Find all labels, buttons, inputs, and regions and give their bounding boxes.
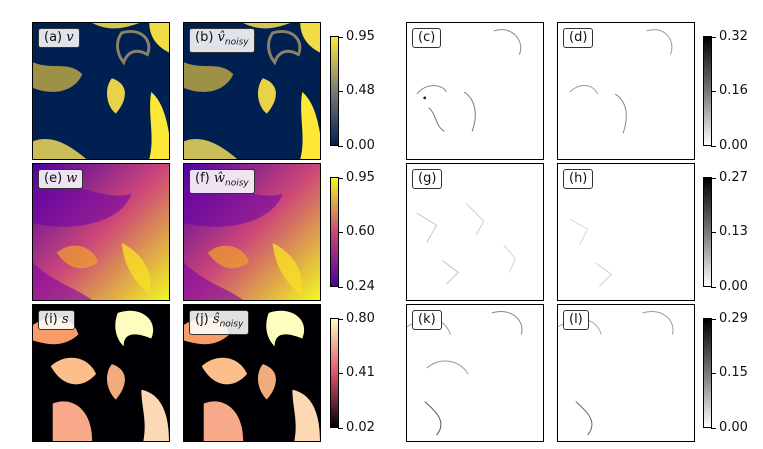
panel-label: (j) ŝnoisy xyxy=(189,310,250,335)
colorbar-tick: 0.00 xyxy=(711,279,748,294)
colorbar-tick: 0.29 xyxy=(711,311,748,326)
colorbar-tick: 0.60 xyxy=(338,224,375,239)
colorbar-tick: 0.27 xyxy=(711,170,748,185)
colorbar-tick: 0.00 xyxy=(711,138,748,153)
panel-label: (i) s xyxy=(38,310,75,330)
panel-label: (d) xyxy=(563,28,594,48)
panel-h-error: (h) xyxy=(557,163,695,301)
panel-label: (e) w xyxy=(38,169,84,189)
colorbar-tick: 0.32 xyxy=(711,29,748,44)
panel-f-w-noisy: (f) ŵnoisy xyxy=(183,163,321,301)
panel-j-s-noisy: (j) ŝnoisy xyxy=(183,304,321,442)
colorbar-tick: 0.00 xyxy=(338,138,375,153)
panel-b-v-noisy: (b) v̂noisy xyxy=(183,22,321,160)
colorbar-tick: 0.16 xyxy=(711,83,748,98)
panel-e-w: (e) w xyxy=(32,163,170,301)
panel-g-error: (g) xyxy=(406,163,544,301)
colorbar-tick: 0.24 xyxy=(338,279,375,294)
panel-label: (c) xyxy=(412,28,442,48)
panel-label: (h) xyxy=(563,169,594,189)
panel-label: (b) v̂noisy xyxy=(189,28,255,53)
colorbar-tick: 0.48 xyxy=(338,83,375,98)
colorbar-tick: 0.41 xyxy=(338,365,375,380)
panel-label: (k) xyxy=(412,310,442,330)
panel-a-v: (a) v xyxy=(32,22,170,160)
colorbar-tick: 0.80 xyxy=(338,311,375,326)
field-v xyxy=(33,23,169,159)
colorbar-tick: 0.95 xyxy=(338,170,375,185)
panel-i-s: (i) s xyxy=(32,304,170,442)
panel-k-error: (k) xyxy=(406,304,544,442)
panel-label: (g) xyxy=(412,169,443,189)
panel-label: (l) xyxy=(563,310,589,330)
colorbar-tick: 0.02 xyxy=(338,420,375,435)
colorbar-tick: 0.00 xyxy=(711,420,748,435)
panel-d-error: (d) xyxy=(557,22,695,160)
panel-label: (f) ŵnoisy xyxy=(189,169,255,194)
colorbar-tick: 0.95 xyxy=(338,29,375,44)
panel-c-error: (c) xyxy=(406,22,544,160)
colorbar-tick: 0.15 xyxy=(711,365,748,380)
error-map-l xyxy=(558,305,694,441)
panel-label: (a) v xyxy=(38,28,80,48)
panel-l-error: (l) xyxy=(557,304,695,442)
colorbar-tick: 0.13 xyxy=(711,224,748,239)
